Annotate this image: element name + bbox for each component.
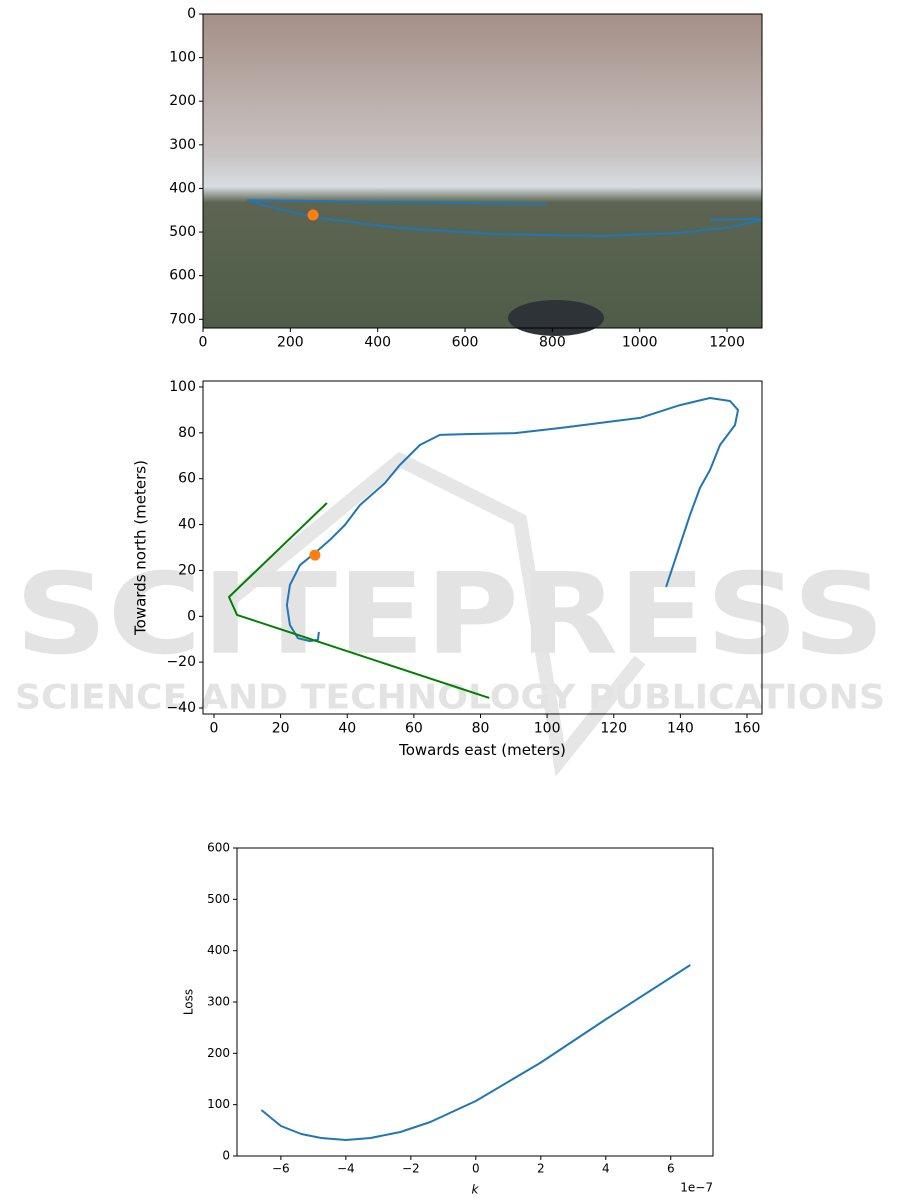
y-tick-label: 300: [169, 137, 196, 153]
x-tick-label: 60: [405, 720, 423, 736]
axes-frame: [236, 847, 714, 1157]
y-axis-label: Loss: [182, 989, 196, 1015]
watermark-title: SCITEPRESS: [15, 550, 885, 680]
y-tick-label: 0: [187, 6, 196, 22]
x-axis-label: k: [472, 1183, 480, 1197]
y-tick-label: 600: [169, 268, 196, 284]
x-tick-label: 80: [472, 720, 490, 736]
x-axis-label: Towards east (meters): [398, 741, 566, 759]
watermark-swoosh: [225, 451, 646, 777]
x-tick-label: 600: [452, 334, 479, 350]
y-tick-label: 100: [169, 50, 196, 66]
x-tick-label: 0: [472, 1162, 480, 1176]
x-offset-label: 1e−7: [680, 1181, 713, 1195]
y-tick-label: 40: [178, 517, 196, 533]
y-tick-label: 80: [178, 425, 196, 441]
y-tick-label: 0: [222, 1149, 230, 1163]
y-tick-label: 20: [178, 562, 196, 578]
x-tick-label: 1200: [709, 334, 745, 350]
x-tick-label: 160: [734, 720, 761, 736]
x-tick-label: 120: [600, 720, 627, 736]
y-axis-label: Towards north (meters): [132, 460, 150, 636]
y-tick-label: −20: [166, 654, 196, 670]
y-tick-label: 100: [169, 379, 196, 395]
y-tick-label: 0: [187, 608, 196, 624]
line: [260, 964, 691, 1141]
x-tick-label: 6: [667, 1162, 675, 1176]
x-tick-label: 140: [667, 720, 694, 736]
watermark-subtitle: SCIENCE AND TECHNOLOGY PUBLICATIONS: [15, 678, 885, 718]
y-tick-label: 500: [207, 892, 230, 906]
x-tick-label: 400: [364, 334, 391, 350]
photo: [203, 14, 762, 328]
x-tick-label: 200: [277, 334, 304, 350]
x-tick-label: 20: [272, 720, 290, 736]
y-tick-label: 500: [169, 224, 196, 240]
x-tick-label: −6: [272, 1162, 290, 1176]
point: [307, 209, 319, 221]
x-tick-label: −4: [337, 1162, 355, 1176]
y-tick-label: −40: [166, 700, 196, 716]
y-tick-label: 100: [207, 1097, 230, 1111]
y-tick-label: 200: [169, 93, 196, 109]
x-tick-label: 4: [602, 1162, 610, 1176]
y-tick-label: 400: [207, 943, 230, 957]
x-tick-label: 2: [537, 1162, 545, 1176]
line: [247, 199, 763, 237]
y-tick-label: 400: [169, 180, 196, 196]
line: [285, 397, 739, 643]
y-tick-label: 600: [207, 841, 230, 855]
axes-frame: [202, 380, 763, 715]
y-tick-label: 60: [178, 471, 196, 487]
y-tick-label: 300: [207, 995, 230, 1009]
axes-frame: [202, 13, 763, 329]
x-tick-label: 800: [539, 334, 566, 350]
photo-object: [508, 300, 604, 336]
x-tick-label: 0: [199, 334, 208, 350]
x-tick-label: 100: [534, 720, 561, 736]
x-tick-label: 0: [210, 720, 219, 736]
x-tick-label: 40: [338, 720, 356, 736]
x-tick-label: 1000: [622, 334, 658, 350]
point: [309, 549, 321, 561]
y-tick-label: 700: [169, 311, 196, 327]
y-tick-label: 200: [207, 1046, 230, 1060]
x-tick-label: −2: [402, 1162, 420, 1176]
line: [228, 502, 490, 699]
